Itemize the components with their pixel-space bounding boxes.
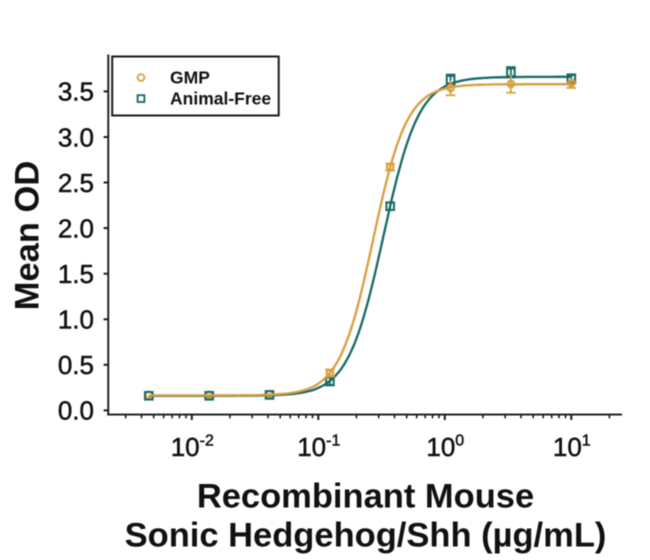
svg-text:Sonic Hedgehog/Shh (µg/mL): Sonic Hedgehog/Shh (µg/mL) [125,517,607,555]
svg-text:1.0: 1.0 [58,305,94,335]
svg-text:100: 100 [426,432,464,462]
svg-text:3.0: 3.0 [58,122,94,152]
svg-text:1.5: 1.5 [58,259,94,289]
svg-text:2.0: 2.0 [58,213,94,243]
svg-text:101: 101 [553,432,591,462]
svg-text:0.0: 0.0 [58,396,94,426]
svg-text:10-1: 10-1 [297,432,340,462]
svg-text:0.5: 0.5 [58,350,94,380]
svg-text:Animal-Free: Animal-Free [170,89,271,109]
svg-text:Mean OD: Mean OD [9,161,47,311]
svg-text:Recombinant Mouse: Recombinant Mouse [197,477,534,515]
svg-text:2.5: 2.5 [58,168,94,198]
svg-text:3.5: 3.5 [58,77,94,107]
svg-text:GMP: GMP [170,68,210,88]
